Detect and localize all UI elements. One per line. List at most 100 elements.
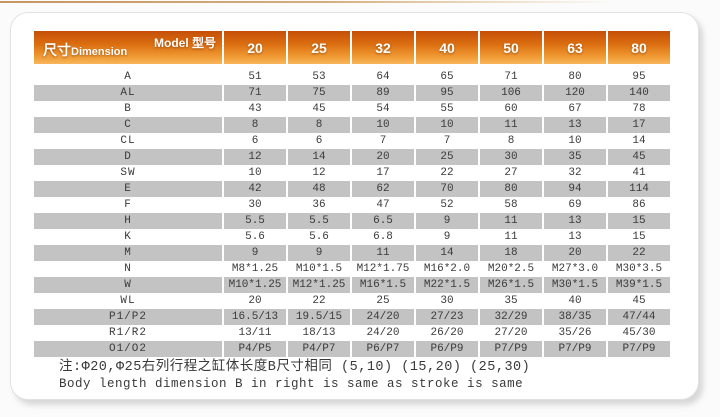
table-cell: 11	[352, 245, 414, 261]
dimension-table: Model 型号 尺寸Dimension 20 25 32 40 50 63 80 A 51 5…	[34, 31, 672, 357]
table-cell: 40	[544, 293, 606, 309]
table-cell: 35/26	[544, 325, 606, 341]
row-label: N	[34, 261, 222, 277]
table-cell: 41	[608, 165, 670, 181]
table-cell: 6.5	[352, 213, 414, 229]
row-label: C	[34, 117, 222, 133]
table-cell: 27/23	[416, 309, 478, 325]
table-cell: 15	[608, 213, 670, 229]
table-cell: M26*1.5	[480, 277, 542, 293]
table-cell: M10*1.5	[288, 261, 350, 277]
table-row: M 9 9 11 14 18 20 22	[34, 245, 672, 261]
table-cell: 53	[288, 69, 350, 85]
table-cell: 30	[416, 293, 478, 309]
table-row: B 43 45 54 55 60 67 78	[34, 101, 672, 117]
model-column-header: 63	[544, 31, 606, 64]
table-cell: 52	[416, 197, 478, 213]
table-cell: 26/20	[416, 325, 478, 341]
table-cell: 86	[608, 197, 670, 213]
row-label: E	[34, 181, 222, 197]
table-cell: 65	[416, 69, 478, 85]
table-cell: 95	[416, 85, 478, 101]
table-row: H 5.5 5.5 6.5 9 11 13 15	[34, 213, 672, 229]
row-label: SW	[34, 165, 222, 181]
footnotes: 注:Φ20,Φ25右列行程之缸体长度B尺寸相同 (5,10) (15,20) (…	[59, 359, 530, 393]
table-cell: 18/13	[288, 325, 350, 341]
note-line-en: Body length dimension B in right is same…	[59, 377, 524, 391]
table-row: WL 20 22 25 30 35 40 45	[34, 293, 672, 309]
model-column-header: 40	[416, 31, 478, 64]
table-cell: 45	[288, 101, 350, 117]
table-cell: M16*2.0	[416, 261, 478, 277]
table-cell: 8	[480, 133, 542, 149]
table-cell: 18	[480, 245, 542, 261]
table-cell: P7/P9	[480, 341, 542, 357]
table-cell: 20	[544, 245, 606, 261]
table-cell: 45/30	[608, 325, 670, 341]
table-cell: 27/20	[480, 325, 542, 341]
table-cell: 94	[544, 181, 606, 197]
table-cell: 11	[480, 229, 542, 245]
table-cell: 106	[480, 85, 542, 101]
table-cell: M20*2.5	[480, 261, 542, 277]
model-column-header: 25	[288, 31, 350, 64]
table-cell: 14	[416, 245, 478, 261]
table-cell: 71	[480, 69, 542, 85]
note-line-zh: 注:Φ20,Φ25右列行程之缸体长度B尺寸相同 (5,10) (15,20) (…	[59, 360, 531, 375]
table-cell: 30	[224, 197, 286, 213]
table-cell: 27	[480, 165, 542, 181]
table-cell: 24/20	[352, 309, 414, 325]
table-cell: 25	[352, 293, 414, 309]
row-label: R1/R2	[34, 325, 222, 341]
row-label: W	[34, 277, 222, 293]
row-label: A	[34, 69, 222, 85]
table-cell: 54	[352, 101, 414, 117]
table-cell: 22	[416, 165, 478, 181]
table-row: C 8 8 10 10 11 13 17	[34, 117, 672, 133]
table-cell: 55	[416, 101, 478, 117]
table-cell: 17	[608, 117, 670, 133]
table-cell: 36	[288, 197, 350, 213]
page-top-rule	[0, 1, 720, 3]
table-cell: M27*3.0	[544, 261, 606, 277]
table-cell: 12	[288, 165, 350, 181]
table-cell: 10	[352, 117, 414, 133]
table-cell: 9	[416, 229, 478, 245]
table-header-row: Model 型号 尺寸Dimension 20 25 32 40 50 63 80	[34, 31, 672, 64]
table-cell: 16.5/13	[224, 309, 286, 325]
table-body: A 51 53 64 65 71 80 95 AL 71 75 89 95 106 120 140 B 43 45 5…	[34, 69, 672, 357]
table-cell: 15	[608, 229, 670, 245]
row-label: F	[34, 197, 222, 213]
dimension-label-zh: 尺寸	[43, 42, 71, 58]
table-cell: 17	[352, 165, 414, 181]
table-cell: 6.8	[352, 229, 414, 245]
table-cell: 43	[224, 101, 286, 117]
table-row: R1/R2 13/11 18/13 24/20 26/20 27/20 35/26 45/30	[34, 325, 672, 341]
row-label: H	[34, 213, 222, 229]
table-cell: 114	[608, 181, 670, 197]
table-cell: 35	[480, 293, 542, 309]
spec-card: Model 型号 尺寸Dimension 20 25 32 40 50 63 80 A 51 5…	[10, 12, 699, 400]
table-cell: 80	[544, 69, 606, 85]
table-cell: 25	[416, 149, 478, 165]
table-row: E 42 48 62 70 80 94 114	[34, 181, 672, 197]
table-cell: P7/P9	[544, 341, 606, 357]
dimension-header-label: 尺寸Dimension	[43, 40, 127, 60]
table-cell: 80	[480, 181, 542, 197]
table-cell: 45	[608, 149, 670, 165]
table-corner-cell: Model 型号 尺寸Dimension	[34, 31, 222, 64]
table-cell: P4/P7	[288, 341, 350, 357]
table-cell: 14	[608, 133, 670, 149]
table-cell: 47	[352, 197, 414, 213]
table-cell: M39*1.5	[608, 277, 670, 293]
model-column-header: 50	[480, 31, 542, 64]
table-cell: 60	[480, 101, 542, 117]
table-cell: 5.6	[288, 229, 350, 245]
table-cell: 5.5	[288, 213, 350, 229]
table-cell: 19.5/15	[288, 309, 350, 325]
table-row: CL 6 6 7 7 8 10 14	[34, 133, 672, 149]
model-column-header: 32	[352, 31, 414, 64]
table-cell: 120	[544, 85, 606, 101]
model-column-header: 20	[224, 31, 286, 64]
table-cell: P6/P7	[352, 341, 414, 357]
